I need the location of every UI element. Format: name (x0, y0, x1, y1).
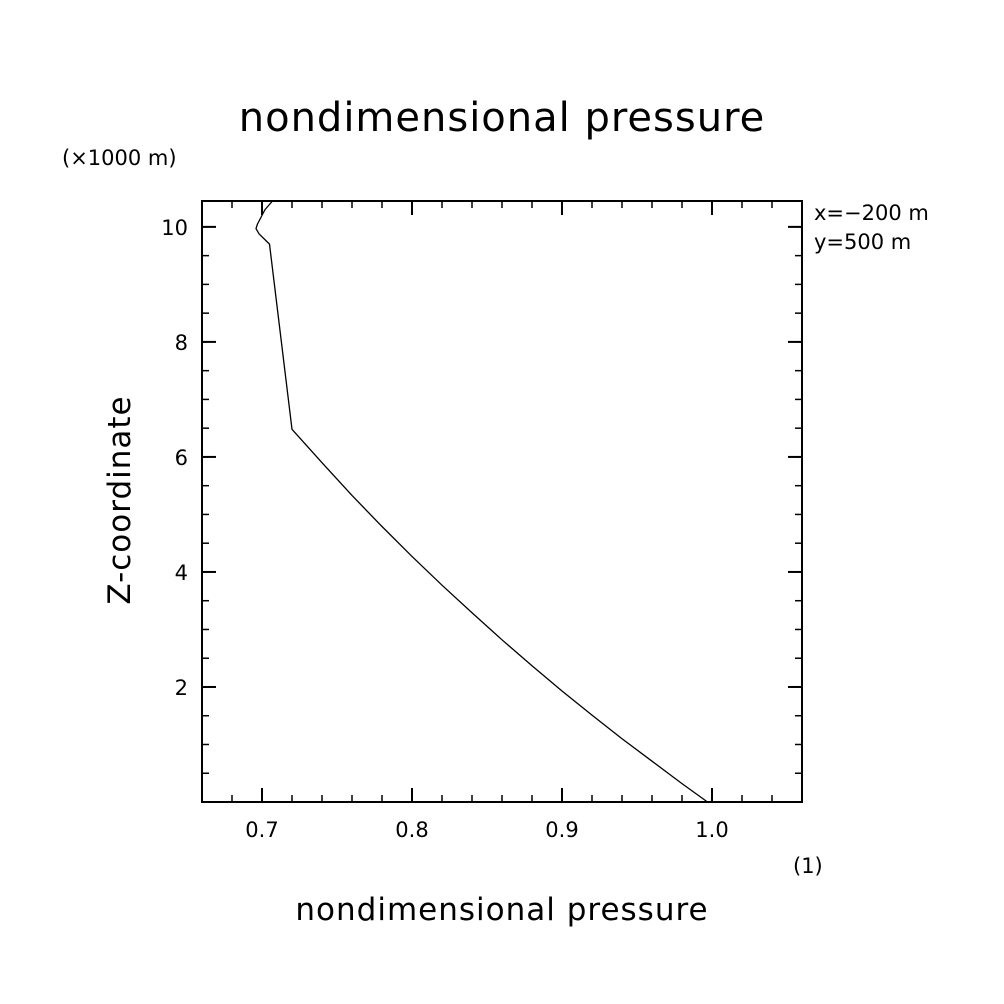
x-tick-label: 0.8 (395, 818, 428, 842)
plot-frame (201, 200, 803, 803)
y-axis-label: Z-coordinate (102, 395, 138, 604)
y-tick-label: 10 (161, 216, 188, 240)
axis-ticks (202, 201, 802, 802)
y-tick-label: 4 (175, 561, 188, 585)
y-tick-label: 6 (175, 446, 188, 470)
x-tick-label: 1.0 (695, 818, 728, 842)
series-group (255, 200, 708, 803)
x-tick-label: 0.9 (545, 818, 578, 842)
series-line (255, 200, 708, 803)
tick-labels: 0.7 0.8 0.9 1.0 2 4 6 8 10 (161, 216, 728, 842)
y-tick-label: 2 (175, 676, 188, 700)
chart-title: nondimensional pressure (239, 95, 766, 141)
y-tick-label: 8 (175, 331, 188, 355)
annotation-x-position: x=−200 m (814, 201, 929, 225)
x-axis-unit: (1) (793, 854, 823, 878)
annotation-y-position: y=500 m (814, 230, 911, 254)
x-tick-label: 0.7 (245, 818, 278, 842)
y-axis-unit: (×1000 m) (62, 146, 177, 170)
x-axis-label: nondimensional pressure (295, 892, 708, 928)
